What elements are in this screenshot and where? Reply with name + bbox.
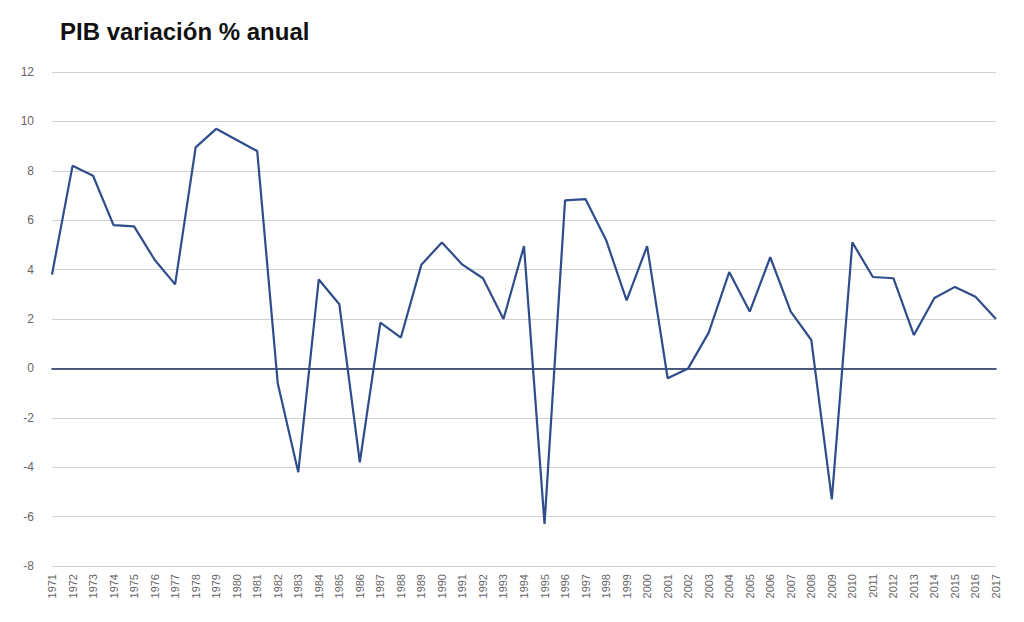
svg-text:1987: 1987 bbox=[374, 574, 386, 598]
svg-text:1979: 1979 bbox=[210, 574, 222, 598]
svg-text:2013: 2013 bbox=[908, 574, 920, 598]
svg-text:-6: -6 bbox=[23, 510, 34, 524]
svg-text:8: 8 bbox=[27, 164, 34, 178]
svg-text:1995: 1995 bbox=[539, 574, 551, 598]
svg-text:2003: 2003 bbox=[703, 574, 715, 598]
svg-text:1991: 1991 bbox=[456, 574, 468, 598]
svg-text:2015: 2015 bbox=[949, 574, 961, 598]
svg-text:1981: 1981 bbox=[251, 574, 263, 598]
svg-text:1989: 1989 bbox=[415, 574, 427, 598]
svg-text:1990: 1990 bbox=[436, 574, 448, 598]
svg-text:2005: 2005 bbox=[744, 574, 756, 598]
svg-text:1972: 1972 bbox=[67, 574, 79, 598]
svg-text:12: 12 bbox=[21, 65, 35, 79]
svg-text:-2: -2 bbox=[23, 411, 34, 425]
svg-text:2006: 2006 bbox=[764, 574, 776, 598]
svg-text:1994: 1994 bbox=[518, 574, 530, 598]
svg-text:1978: 1978 bbox=[190, 574, 202, 598]
svg-text:1999: 1999 bbox=[621, 574, 633, 598]
svg-text:4: 4 bbox=[27, 263, 34, 277]
svg-text:2004: 2004 bbox=[723, 574, 735, 598]
svg-text:1971: 1971 bbox=[46, 574, 58, 598]
svg-text:1975: 1975 bbox=[128, 574, 140, 598]
svg-text:0: 0 bbox=[27, 361, 34, 375]
svg-text:1984: 1984 bbox=[313, 574, 325, 598]
svg-text:1997: 1997 bbox=[580, 574, 592, 598]
svg-text:1986: 1986 bbox=[354, 574, 366, 598]
svg-text:1974: 1974 bbox=[108, 574, 120, 598]
svg-text:2014: 2014 bbox=[928, 574, 940, 598]
svg-text:1996: 1996 bbox=[559, 574, 571, 598]
svg-text:2016: 2016 bbox=[969, 574, 981, 598]
svg-text:2000: 2000 bbox=[641, 574, 653, 598]
svg-text:PIB variación % anual: PIB variación % anual bbox=[60, 18, 309, 45]
svg-text:1980: 1980 bbox=[231, 574, 243, 598]
svg-text:2007: 2007 bbox=[785, 574, 797, 598]
svg-text:2: 2 bbox=[27, 312, 34, 326]
svg-text:-4: -4 bbox=[23, 460, 34, 474]
svg-text:6: 6 bbox=[27, 213, 34, 227]
svg-text:2017: 2017 bbox=[990, 574, 1002, 598]
svg-text:1998: 1998 bbox=[600, 574, 612, 598]
svg-text:1973: 1973 bbox=[87, 574, 99, 598]
svg-text:2002: 2002 bbox=[682, 574, 694, 598]
svg-text:1983: 1983 bbox=[292, 574, 304, 598]
svg-text:2008: 2008 bbox=[805, 574, 817, 598]
svg-text:2010: 2010 bbox=[846, 574, 858, 598]
svg-text:2009: 2009 bbox=[826, 574, 838, 598]
svg-text:1992: 1992 bbox=[477, 574, 489, 598]
svg-text:2011: 2011 bbox=[867, 574, 879, 598]
svg-text:1977: 1977 bbox=[169, 574, 181, 598]
svg-text:1993: 1993 bbox=[497, 574, 509, 598]
svg-text:10: 10 bbox=[21, 114, 35, 128]
svg-text:1976: 1976 bbox=[149, 574, 161, 598]
svg-text:1985: 1985 bbox=[333, 574, 345, 598]
svg-text:2012: 2012 bbox=[887, 574, 899, 598]
svg-text:-8: -8 bbox=[23, 559, 34, 573]
svg-text:1982: 1982 bbox=[272, 574, 284, 598]
svg-text:2001: 2001 bbox=[662, 574, 674, 598]
svg-text:1988: 1988 bbox=[395, 574, 407, 598]
